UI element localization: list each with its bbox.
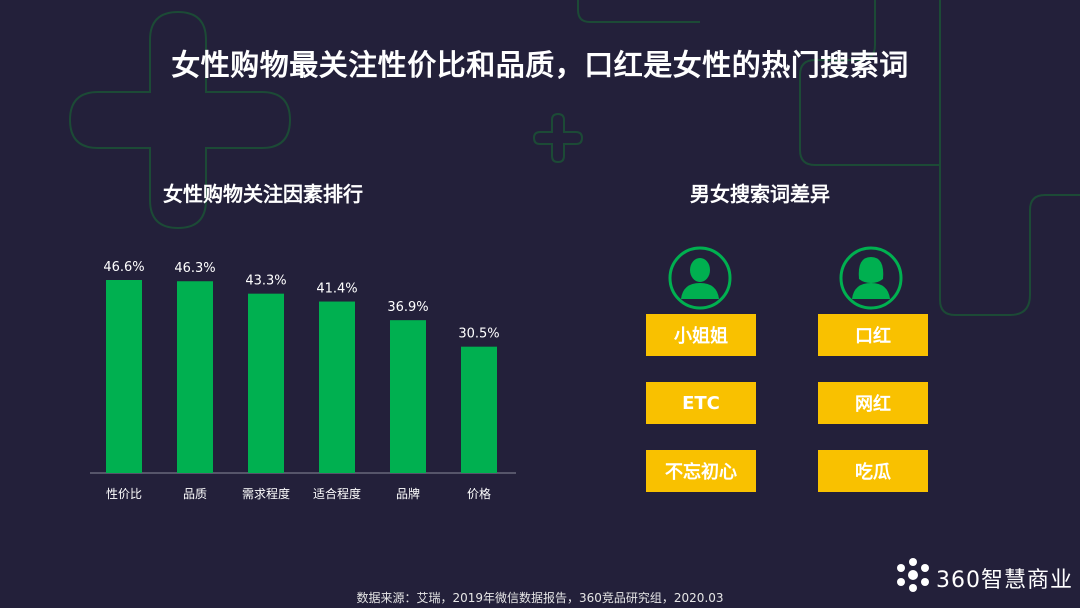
bar xyxy=(248,293,284,473)
page-title: 女性购物最关注性价比和品质，口红是女性的热门搜索词 xyxy=(171,48,909,82)
bar-value-label: 41.4% xyxy=(316,282,357,297)
bar xyxy=(177,281,213,473)
male-avatar-icon xyxy=(668,246,732,310)
left-section-title: 女性购物关注因素排行 xyxy=(163,182,363,206)
x-tick-label: 适合程度 xyxy=(313,486,361,501)
right-section-title: 男女搜索词差异 xyxy=(690,182,830,206)
bar-value-label: 36.9% xyxy=(387,300,428,315)
female-term-tag: 网红 xyxy=(818,382,928,424)
bar xyxy=(390,320,426,473)
bar xyxy=(461,346,497,473)
x-tick-label: 品质 xyxy=(183,487,207,501)
x-tick-label: 性价比 xyxy=(106,487,142,501)
bar-value-label: 43.3% xyxy=(245,274,286,289)
female-term-tag: 口红 xyxy=(818,314,928,356)
male-term-tag: ETC xyxy=(646,382,756,424)
bar xyxy=(106,280,142,473)
bar-value-label: 46.6% xyxy=(103,260,144,275)
bar-value-label: 46.3% xyxy=(174,261,215,276)
female-avatar-icon xyxy=(839,246,903,310)
male-term-tag: 小姐姐 xyxy=(646,314,756,356)
logo-text: 360智慧商业 xyxy=(936,568,1073,593)
logo-icon xyxy=(897,558,929,592)
bar xyxy=(319,301,355,473)
data-source-note: 数据来源：艾瑞，2019年微信数据报告，360竞品研究组，2020.03 xyxy=(356,591,724,605)
x-tick-label: 价格 xyxy=(467,486,491,501)
x-tick-label: 需求程度 xyxy=(242,486,290,501)
x-tick-label: 品牌 xyxy=(396,487,420,501)
female-term-tag: 吃瓜 xyxy=(818,450,928,492)
bar-value-label: 30.5% xyxy=(458,327,499,342)
male-term-tag: 不忘初心 xyxy=(646,450,756,492)
